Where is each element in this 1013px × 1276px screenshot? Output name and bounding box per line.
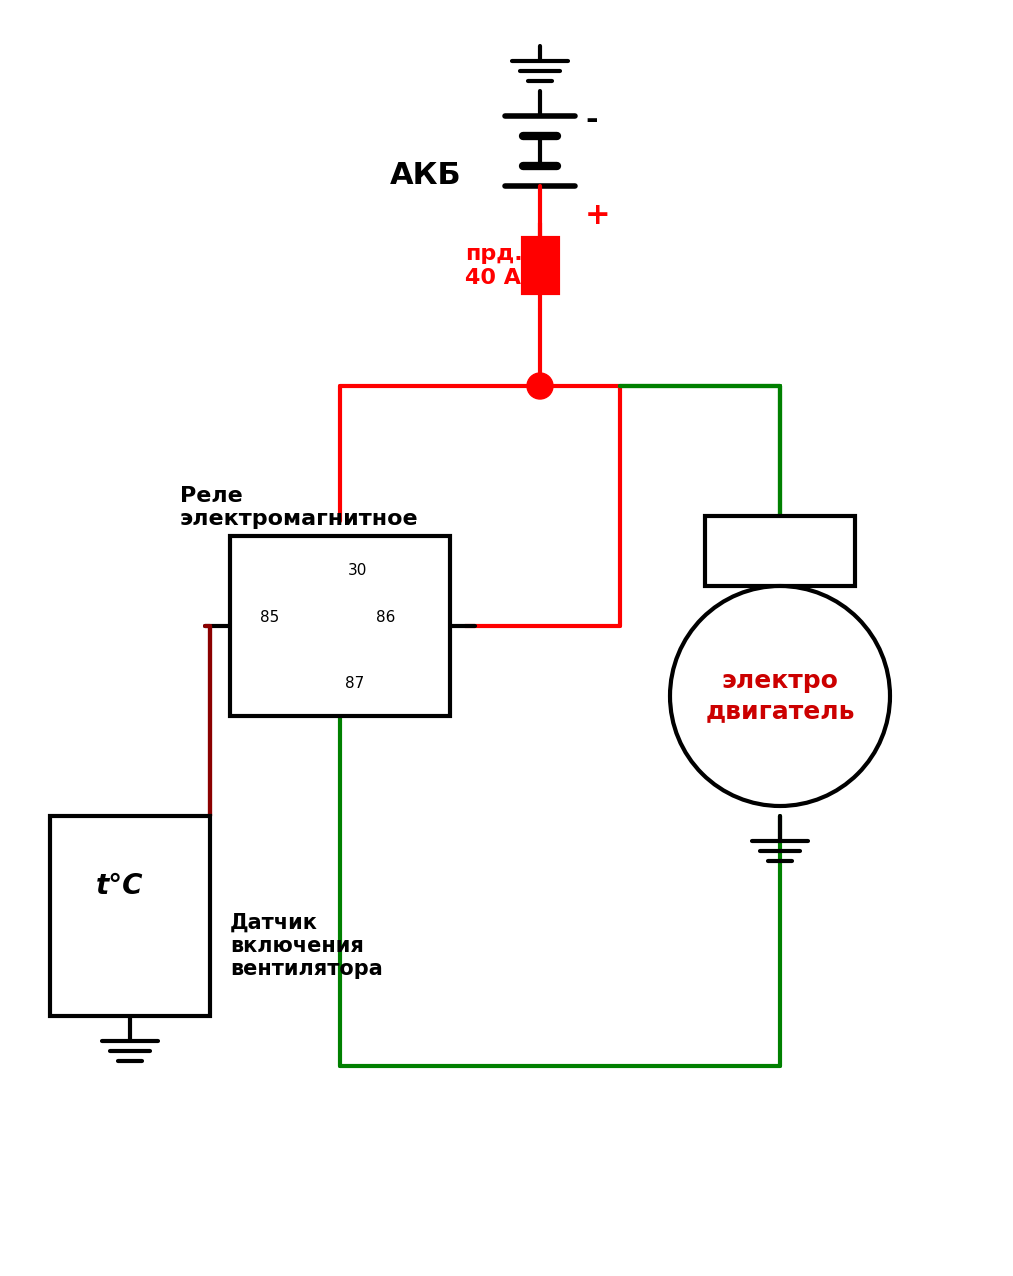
Text: прд.
40 А: прд. 40 А	[465, 245, 523, 287]
Circle shape	[527, 373, 553, 399]
Bar	[523, 239, 557, 293]
Text: электро
двигатель: электро двигатель	[705, 669, 855, 722]
Bar	[230, 536, 450, 716]
Text: 87: 87	[345, 676, 365, 692]
Text: 85: 85	[260, 610, 280, 625]
Text: 30: 30	[348, 564, 368, 578]
Text: -: -	[585, 106, 598, 135]
Bar	[705, 516, 855, 586]
Text: t°C: t°C	[96, 872, 144, 900]
Text: Реле
электромагнитное: Реле электромагнитное	[180, 486, 418, 530]
Bar	[50, 815, 210, 1016]
Circle shape	[670, 586, 890, 806]
Text: 86: 86	[376, 610, 395, 625]
Text: АКБ: АКБ	[390, 162, 462, 190]
Text: Датчик
включения
вентилятора: Датчик включения вентилятора	[230, 912, 383, 979]
Text: +: +	[585, 202, 611, 231]
